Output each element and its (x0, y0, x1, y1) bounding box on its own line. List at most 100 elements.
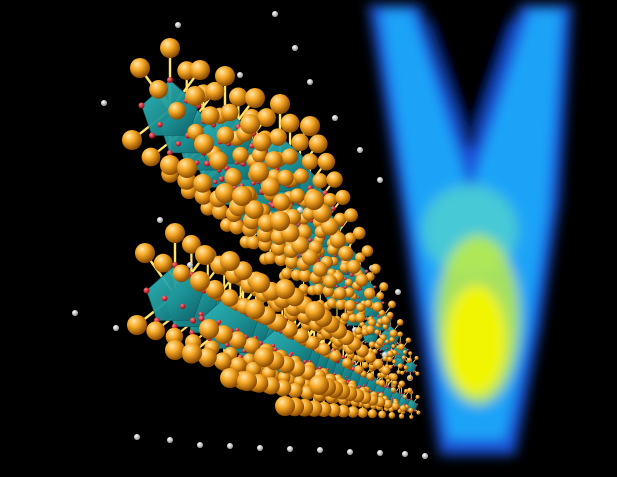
lattice-atom (388, 300, 396, 309)
lattice-atom (326, 171, 343, 188)
oxygen-atom (399, 341, 402, 344)
lattice-atom (272, 193, 291, 211)
oxygen-atom (358, 385, 361, 389)
lattice-atom (381, 315, 391, 325)
oxygen-atom (166, 149, 173, 156)
lattice-atom (382, 323, 388, 330)
lattice-atom (388, 412, 396, 419)
lattice-atom (153, 253, 173, 273)
lattice-atom (354, 365, 364, 375)
lattice-atom (399, 405, 407, 412)
lattice-atom (317, 343, 331, 356)
lattice-atom (347, 406, 359, 418)
lattice-atom (165, 340, 185, 360)
lattice-atom (284, 254, 299, 269)
oxygen-atom (387, 386, 390, 389)
lattice-atom (287, 382, 303, 399)
hydrogen-atom (134, 434, 140, 440)
lattice-atom (209, 151, 229, 171)
lattice-atom (298, 269, 312, 283)
lattice-atom (160, 155, 180, 175)
lattice-atom (392, 359, 397, 364)
lattice-atom (289, 188, 305, 204)
oxygen-atom (381, 301, 385, 305)
oxygen-atom (386, 329, 389, 332)
spectral-map (368, 5, 572, 455)
oxygen-atom (364, 341, 367, 344)
lattice-atom (378, 392, 384, 399)
lattice-atom (172, 264, 191, 283)
lattice-atom (382, 355, 388, 362)
lattice-atom (130, 58, 150, 78)
lattice-atom (396, 370, 401, 375)
lattice-atom (220, 289, 239, 307)
lattice-atom (335, 299, 346, 310)
lattice-atom (215, 66, 235, 86)
lattice-atom (252, 132, 272, 152)
oxygen-atom (377, 391, 380, 394)
oxygen-atom (349, 272, 354, 277)
oxygen-atom (318, 366, 322, 370)
lattice-atom (346, 259, 361, 274)
lattice-atom (200, 106, 220, 126)
lattice-atom (254, 347, 274, 367)
lattice-atom (257, 108, 276, 127)
lattice-atom (228, 331, 247, 349)
oxygen-atom (348, 378, 351, 382)
lattice-atom (300, 116, 320, 136)
lattice-atom (364, 299, 373, 308)
oxygen-atom (379, 333, 382, 336)
lattice-atom (373, 358, 384, 370)
lattice-atom (146, 321, 166, 341)
lattice-atom (368, 341, 376, 348)
lattice-atom (281, 267, 293, 280)
lattice-atom (199, 319, 219, 339)
lattice-atom (317, 152, 336, 171)
lattice-atom (245, 88, 265, 108)
oxygen-atom (383, 343, 386, 346)
hydrogen-atom (395, 289, 401, 295)
hydrogen-atom (332, 115, 338, 121)
lattice-atom (270, 211, 290, 231)
lattice-atom (352, 226, 366, 240)
lattice-atom (363, 287, 376, 300)
oxygen-atom (415, 364, 418, 367)
lattice-atom (338, 245, 354, 261)
lattice-atom (322, 285, 335, 297)
lattice-atom (323, 192, 338, 207)
lattice-atom (264, 151, 283, 169)
hydrogen-atom (237, 72, 243, 78)
lattice-atom (260, 177, 280, 197)
lattice-atom (304, 190, 324, 210)
lattice-atom (355, 273, 369, 287)
lattice-atom (232, 146, 249, 164)
lattice-atom (246, 235, 261, 250)
lattice-atom (355, 252, 366, 263)
hydrogen-atom (113, 325, 119, 331)
oxygen-atom (343, 277, 347, 280)
lattice-atom (402, 394, 408, 399)
oxygen-atom (167, 77, 173, 83)
lattice-atom (269, 128, 287, 146)
lattice-atom (141, 147, 161, 167)
lattice-atom (270, 94, 290, 114)
oxygen-atom (408, 399, 411, 402)
lattice-atom (365, 325, 375, 335)
lattice-atom (190, 271, 210, 291)
oxygen-atom (218, 176, 225, 182)
lattice-atom (389, 329, 398, 338)
lattice-atom (356, 302, 366, 313)
lattice-atom (408, 407, 414, 414)
lattice-atom (296, 224, 312, 240)
oxygen-atom (333, 372, 336, 376)
lattice-atom (397, 331, 403, 337)
oxygen-atom (157, 121, 163, 128)
lattice-atom (398, 380, 406, 388)
hydrogen-atom (357, 147, 363, 153)
lattice-atom (305, 335, 320, 350)
oxygen-atom (376, 314, 380, 318)
hydrogen-atom (101, 100, 107, 106)
oxygen-atom (308, 237, 313, 243)
lattice-atom (366, 372, 375, 381)
